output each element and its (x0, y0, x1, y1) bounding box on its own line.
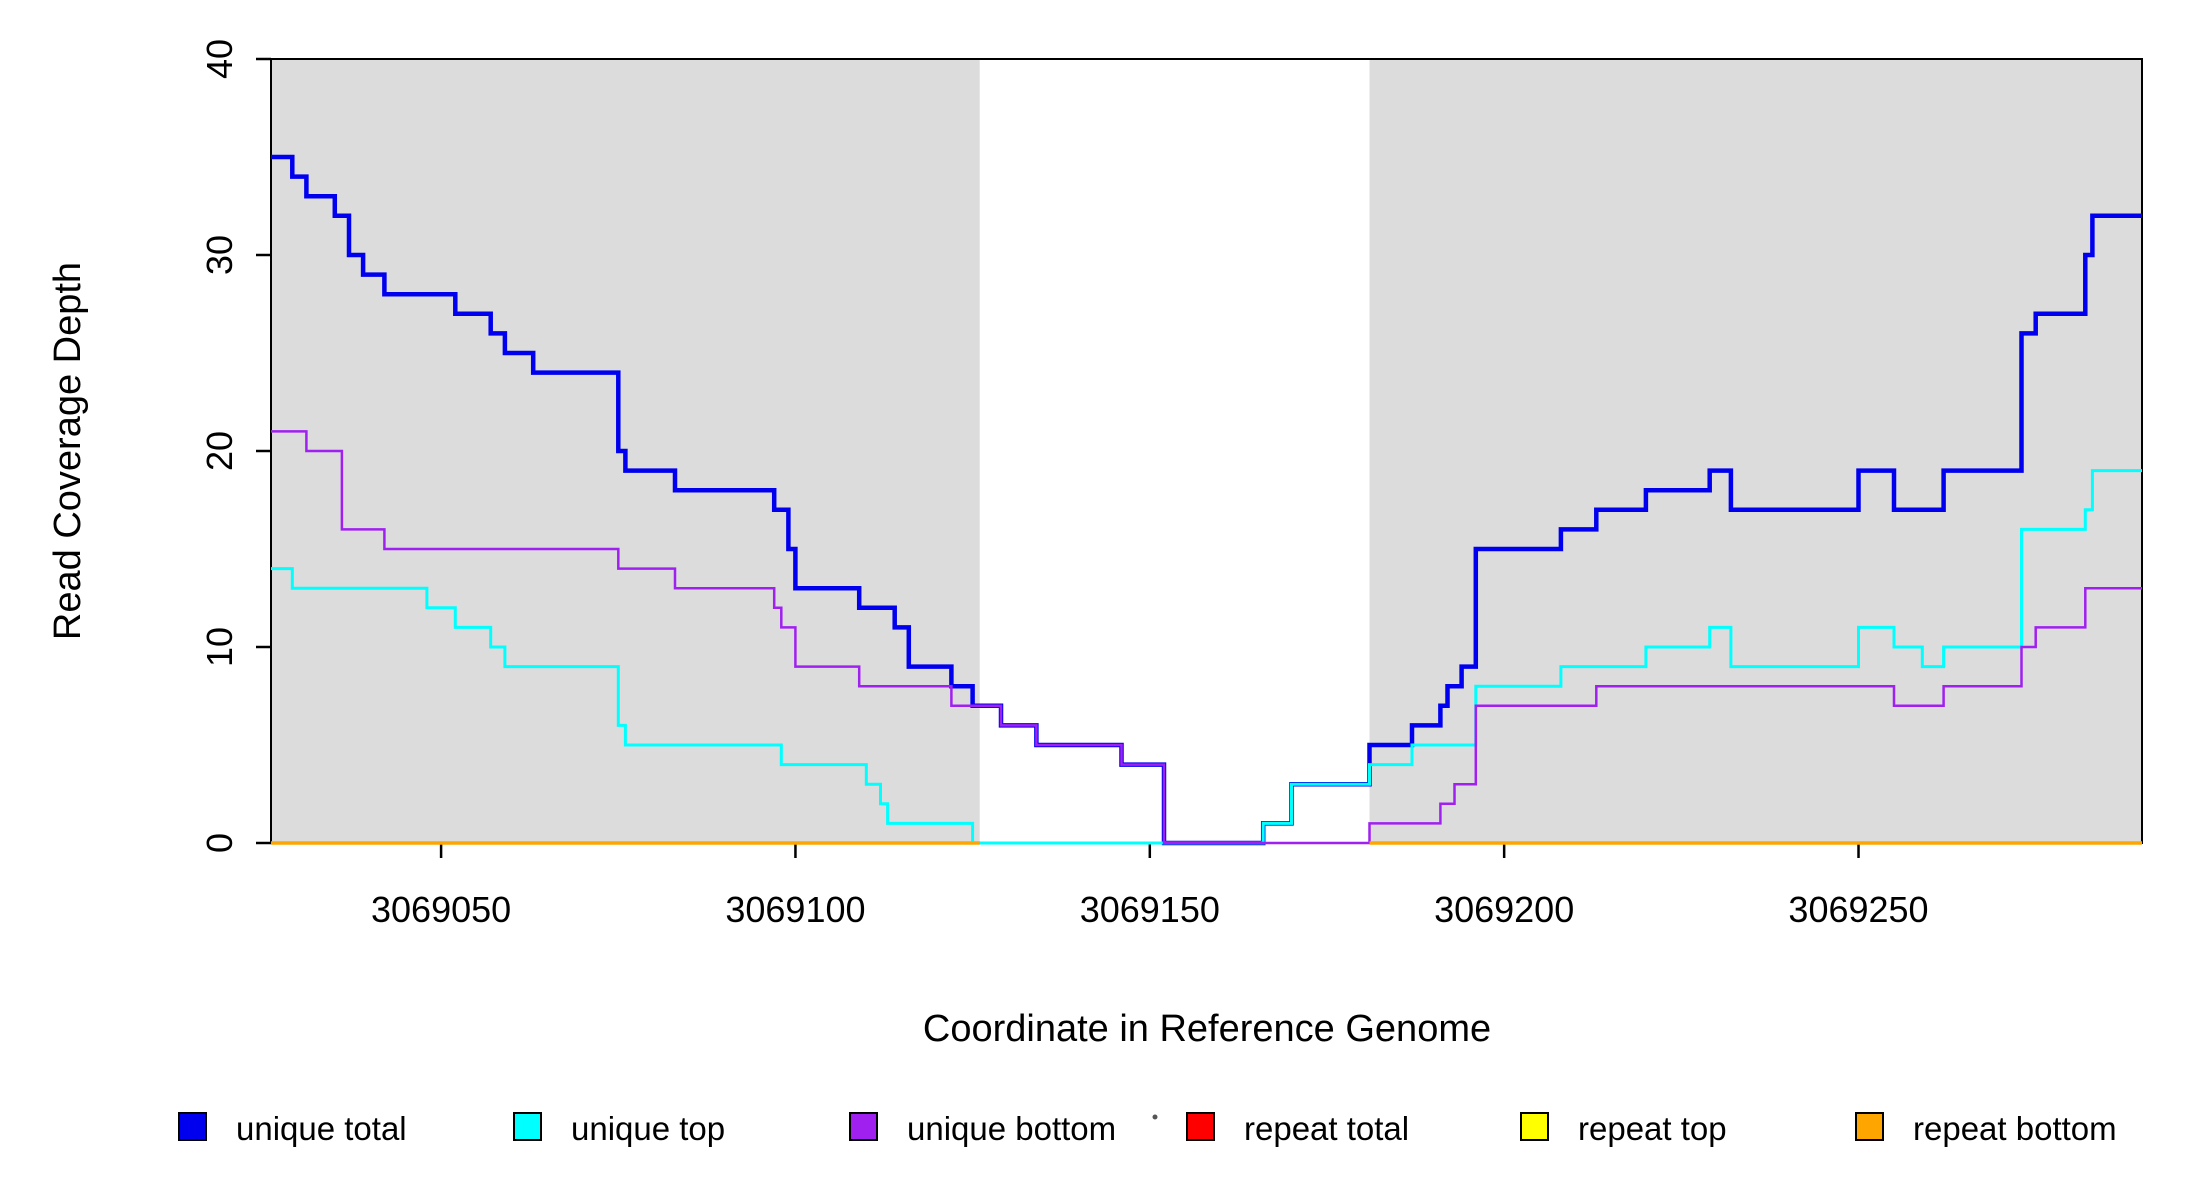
x-tick-label: 3069100 (725, 889, 865, 930)
legend-item-unique-total: unique total (178, 1110, 407, 1147)
legend: unique total unique top unique bottom repea… (178, 1110, 2117, 1147)
legend-swatch-unique-total (178, 1112, 207, 1141)
legend-item-repeat-total: repeat total (1186, 1110, 1409, 1147)
axes-layer: 3069050 3069100 3069150 3069200 3069250 0 10 20… (199, 39, 1929, 930)
legend-item-unique-top: unique top (513, 1110, 725, 1147)
legend-item-repeat-bottom: repeat bottom (1855, 1110, 2117, 1147)
legend-label: repeat total (1244, 1110, 1409, 1147)
legend-label: repeat top (1578, 1110, 1727, 1147)
x-axis-title: Coordinate in Reference Genome (923, 1008, 1491, 1050)
series-line-unique-bottom (271, 430, 2142, 845)
legend-swatch-unique-bottom (849, 1112, 878, 1141)
stray-mark (1152, 1114, 1158, 1120)
x-tick-label: 3069250 (1788, 889, 1928, 930)
y-axis-title: Read Coverage Depth (47, 262, 89, 640)
x-tick-label: 3069050 (371, 889, 511, 930)
legend-item-unique-bottom: unique bottom (849, 1110, 1116, 1147)
series-line-unique-top (271, 469, 2142, 845)
legend-label: repeat bottom (1913, 1110, 2117, 1147)
legend-swatch-repeat-top (1520, 1112, 1549, 1141)
legend-swatch-repeat-total (1186, 1112, 1215, 1141)
y-tick-label: 10 (199, 627, 240, 667)
legend-swatch-repeat-bottom (1855, 1112, 1884, 1141)
y-tick-label: 40 (199, 39, 240, 79)
legend-label: unique bottom (907, 1110, 1116, 1147)
x-tick-label: 3069200 (1434, 889, 1574, 930)
legend-swatch-unique-top (513, 1112, 542, 1141)
repeat-region-right (1369, 59, 2142, 843)
y-tick-label: 0 (199, 833, 240, 853)
y-tick-label: 30 (199, 235, 240, 275)
legend-item-repeat-top: repeat top (1520, 1110, 1727, 1147)
repeat-shading-layer (271, 59, 2142, 843)
legend-label: unique total (236, 1110, 407, 1147)
y-tick-label: 20 (199, 431, 240, 471)
x-tick-label: 3069150 (1080, 889, 1220, 930)
series-layer (271, 154, 2142, 846)
legend-label: unique top (571, 1110, 725, 1147)
